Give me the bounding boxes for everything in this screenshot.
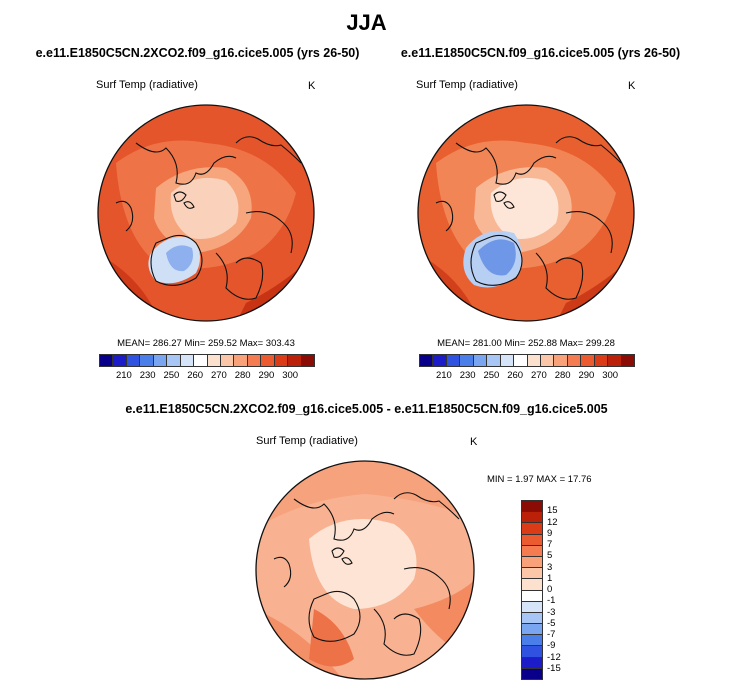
diff-colorbar-tick-label: 12 (547, 516, 558, 528)
left-colorbar-swatch-2 (126, 355, 141, 366)
diff-colorbar-swatch-15 (522, 668, 542, 679)
left-colorbar-tick-label: 230 (139, 370, 156, 381)
diff-colorbar-tick-label: -7 (547, 629, 556, 640)
left-colorbar: 210 230 250 260 270 280 290 300 (99, 354, 315, 381)
diff-colorbar-swatch-11 (522, 624, 542, 636)
diff-panel-case-title: e.e11.E1850C5CN.2XCO2.f09_g16.cice5.005 … (125, 402, 608, 416)
diff-colorbar (521, 500, 543, 680)
left-colorbar-tick-label: 280 (234, 370, 251, 381)
right-colorbar-tick-label: 260 (507, 370, 524, 381)
right-colorbar-swatch-1 (433, 355, 447, 366)
left-colorbar-swatch-13 (274, 355, 289, 366)
left-colorbar-swatch-5 (167, 355, 181, 366)
diff-colorbar-swatch-10 (522, 612, 542, 625)
right-colorbar-swatch-2 (446, 355, 461, 366)
diff-colorbar-tick-label: 7 (547, 539, 553, 550)
left-colorbar-swatch-7 (194, 355, 208, 366)
right-colorbar-swatch-12 (581, 355, 595, 366)
diff-colorbar-swatch-13 (522, 646, 542, 658)
left-colorbar-swatch-1 (113, 355, 127, 366)
left-panel-stats: MEAN= 286.27 Min= 259.52 Max= 303.43 (117, 338, 295, 349)
diff-colorbar-swatch-1 (522, 512, 542, 524)
diff-colorbar-tick-label: 15 (547, 505, 558, 517)
right-polar-map (417, 104, 635, 322)
right-colorbar-swatch-6 (500, 355, 515, 366)
diff-colorbar-swatch-5 (522, 556, 542, 569)
right-colorbar-swatch-11 (567, 355, 582, 366)
left-colorbar-tick-label: 250 (163, 370, 180, 381)
diff-colorbar-tick-label: 9 (547, 527, 553, 539)
diff-colorbar-swatch-0 (522, 501, 542, 513)
main-title: JJA (346, 10, 387, 35)
right-colorbar-tick-label: 290 (578, 370, 595, 381)
diff-colorbar-tick-label: -5 (547, 617, 556, 629)
left-colorbar-swatch-6 (180, 355, 195, 366)
diff-colorbar-ticks: 15 12 9 7 5 3 1 0 -1 -3 -5 -7 -9 -12 -15 (547, 500, 577, 680)
diff-colorbar-tick-label: -9 (547, 640, 556, 652)
diff-panel-units-label: K (470, 436, 478, 448)
diff-colorbar-tick-label: 5 (547, 550, 553, 562)
left-colorbar-swatch-8 (207, 355, 221, 366)
right-panel-stats: MEAN= 281.00 Min= 252.88 Max= 299.28 (437, 338, 615, 349)
diff-colorbar-swatch-6 (522, 568, 542, 580)
left-colorbar-swatch-0 (100, 355, 114, 366)
left-colorbar-swatch-14 (288, 355, 302, 366)
diff-colorbar-swatch-8 (522, 590, 542, 602)
right-colorbar-swatch-0 (420, 355, 434, 366)
right-colorbar-swatch-3 (460, 355, 474, 366)
left-colorbar-swatch-4 (153, 355, 168, 366)
diff-colorbar-tick-label: -1 (547, 595, 556, 607)
right-colorbar-tick-label: 300 (602, 370, 619, 381)
left-colorbar-tick-label: 300 (282, 370, 299, 381)
left-colorbar-swatch-12 (261, 355, 275, 366)
left-polar-map (97, 104, 315, 322)
left-colorbar-swatch-10 (234, 355, 248, 366)
right-colorbar: 210 230 250 260 270 280 290 300 (419, 354, 635, 381)
left-colorbar-swatch-15 (301, 355, 314, 366)
left-colorbar-tick-label: 290 (258, 370, 275, 381)
right-colorbar-tick-label: 210 (435, 370, 452, 381)
left-colorbar-tick-label: 270 (210, 370, 227, 381)
diff-polar-map (255, 460, 475, 680)
right-colorbar-swatch-14 (608, 355, 622, 366)
left-panel-variable-label: Surf Temp (radiative) (96, 79, 198, 91)
left-colorbar-swatch-3 (140, 355, 154, 366)
left-colorbar-tick-label: 210 (115, 370, 132, 381)
right-colorbar-tick-label: 250 (483, 370, 500, 381)
right-colorbar-swatch-15 (621, 355, 634, 366)
diff-colorbar-tick-label: 3 (547, 561, 553, 573)
right-panel-case-title: e.e11.E1850C5CN.f09_g16.cice5.005 (yrs 2… (400, 46, 681, 60)
diff-colorbar-tick-label: 0 (547, 584, 553, 595)
left-colorbar-swatch-9 (220, 355, 235, 366)
right-panel-variable-label: Surf Temp (radiative) (416, 79, 518, 91)
right-colorbar-swatch-10 (554, 355, 568, 366)
right-colorbar-swatch-7 (514, 355, 528, 366)
diff-colorbar-swatch-12 (522, 635, 542, 647)
right-colorbar-tick-label: 230 (459, 370, 476, 381)
right-colorbar-swatch-4 (473, 355, 488, 366)
right-colorbar-swatch-9 (540, 355, 555, 366)
diff-colorbar-swatch-14 (522, 657, 542, 669)
left-colorbar-swatch-11 (247, 355, 262, 366)
diff-colorbar-tick-label: 1 (547, 572, 553, 584)
diff-colorbar-swatch-4 (522, 545, 542, 557)
diff-panel-stats: MIN = 1.97 MAX = 17.76 (487, 474, 592, 485)
diff-colorbar-tick-label: -3 (547, 606, 556, 618)
diff-colorbar-tick-label: -12 (547, 651, 561, 663)
left-panel-case-title: e.e11.E1850C5CN.2XCO2.f09_g16.cice5.005 … (35, 46, 360, 60)
diff-colorbar-swatch-9 (522, 601, 542, 613)
diff-colorbar-tick-label: -15 (547, 662, 561, 674)
diff-colorbar-swatch-2 (522, 523, 542, 535)
right-colorbar-swatch-13 (594, 355, 609, 366)
diff-colorbar-swatch-3 (522, 534, 542, 546)
diff-colorbar-swatch-7 (522, 579, 542, 591)
right-colorbar-swatch-5 (487, 355, 501, 366)
left-panel-units-label: K (308, 80, 316, 92)
right-colorbar-swatch-8 (527, 355, 541, 366)
right-panel-units-label: K (628, 80, 636, 92)
diff-panel-variable-label: Surf Temp (radiative) (256, 435, 358, 447)
right-colorbar-tick-label: 270 (530, 370, 547, 381)
left-colorbar-tick-label: 260 (187, 370, 204, 381)
right-colorbar-tick-label: 280 (554, 370, 571, 381)
